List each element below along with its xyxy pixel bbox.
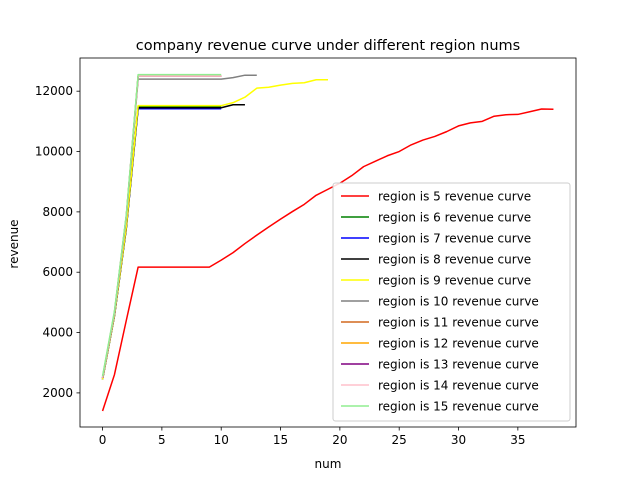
axes-frame <box>79 57 577 428</box>
legend-label-region-8: region is 8 revenue curve <box>378 252 531 266</box>
series-line-region-15 <box>101 73 222 377</box>
x-tick-label: 20 <box>332 433 347 447</box>
x-tick-label: 25 <box>392 433 407 447</box>
legend-label-region-12: region is 12 revenue curve <box>378 336 539 350</box>
y-axis-label: revenue <box>7 219 21 268</box>
legend-label-region-10: region is 10 revenue curve <box>378 294 539 308</box>
plot-area <box>101 73 554 412</box>
legend-label-region-7: region is 7 revenue curve <box>378 231 531 245</box>
series-lines <box>101 73 554 412</box>
legend-label-region-15: region is 15 revenue curve <box>378 399 539 413</box>
legend-label-region-5: region is 5 revenue curve <box>378 189 531 203</box>
legend: region is 5 revenue curve region is 6 rev… <box>332 182 571 422</box>
x-tick-label: 30 <box>451 433 466 447</box>
y-tick-label: 4000 <box>42 326 73 340</box>
legend-label-region-14: region is 14 revenue curve <box>378 378 539 392</box>
x-tick-label: 0 <box>99 433 107 447</box>
legend-label-region-9: region is 9 revenue curve <box>378 273 531 287</box>
x-tick-label: 35 <box>510 433 525 447</box>
x-tick-label: 10 <box>214 433 229 447</box>
axes: 0 5 10 15 20 25 30 35 2000 4000 6000 8000 10000 12000 <box>35 57 577 447</box>
legend-label-region-6: region is 6 revenue curve <box>378 210 531 224</box>
series-line-region-9 <box>101 78 328 380</box>
x-axis-label: num <box>315 457 342 471</box>
series-line-region-5 <box>101 108 554 412</box>
y-tick-label: 10000 <box>35 145 73 159</box>
legend-label-region-11: region is 11 revenue curve <box>378 315 539 329</box>
chart-title: company revenue curve under different re… <box>136 38 520 54</box>
y-tick-label: 6000 <box>42 265 73 279</box>
x-tick-label: 5 <box>158 433 166 447</box>
legend-box <box>332 182 571 422</box>
y-tick-label: 8000 <box>42 205 73 219</box>
y-tick-label: 2000 <box>42 386 73 400</box>
legend-label-region-13: region is 13 revenue curve <box>378 357 539 371</box>
x-tick-label: 15 <box>273 433 288 447</box>
y-tick-label: 12000 <box>35 84 73 98</box>
